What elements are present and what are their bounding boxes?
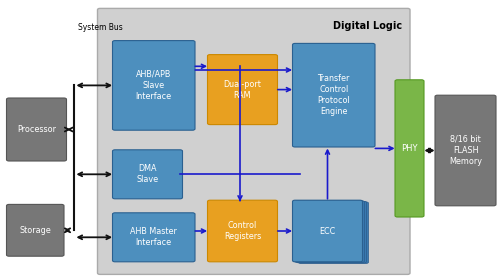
Text: AHB/APB
Slave
Interface: AHB/APB Slave Interface (136, 70, 172, 101)
Text: Storage: Storage (20, 226, 51, 235)
FancyBboxPatch shape (6, 204, 64, 256)
Text: System Bus: System Bus (78, 24, 122, 32)
FancyBboxPatch shape (98, 8, 410, 274)
Text: ECC: ECC (320, 227, 336, 235)
FancyBboxPatch shape (298, 202, 368, 263)
Text: Processor: Processor (17, 125, 56, 134)
FancyBboxPatch shape (6, 98, 66, 161)
FancyBboxPatch shape (292, 43, 375, 147)
Text: AHB Master
Interface: AHB Master Interface (130, 227, 177, 247)
FancyBboxPatch shape (292, 200, 362, 262)
Text: Dual-port
RAM: Dual-port RAM (224, 80, 262, 100)
FancyBboxPatch shape (395, 80, 424, 217)
FancyBboxPatch shape (112, 41, 195, 130)
Text: 8/16 bit
FLASH
Memory: 8/16 bit FLASH Memory (449, 135, 482, 166)
Text: DMA
Slave: DMA Slave (136, 164, 158, 184)
FancyBboxPatch shape (208, 55, 278, 125)
FancyBboxPatch shape (208, 200, 278, 262)
Text: Transfer
Control
Protocol
Engine: Transfer Control Protocol Engine (318, 74, 350, 116)
FancyBboxPatch shape (294, 201, 364, 262)
Text: Digital Logic: Digital Logic (334, 21, 402, 31)
Text: PHY: PHY (402, 144, 418, 153)
FancyBboxPatch shape (296, 201, 366, 263)
Text: Control
Registers: Control Registers (224, 221, 261, 241)
FancyBboxPatch shape (435, 95, 496, 206)
FancyBboxPatch shape (112, 213, 195, 262)
FancyBboxPatch shape (112, 150, 182, 199)
